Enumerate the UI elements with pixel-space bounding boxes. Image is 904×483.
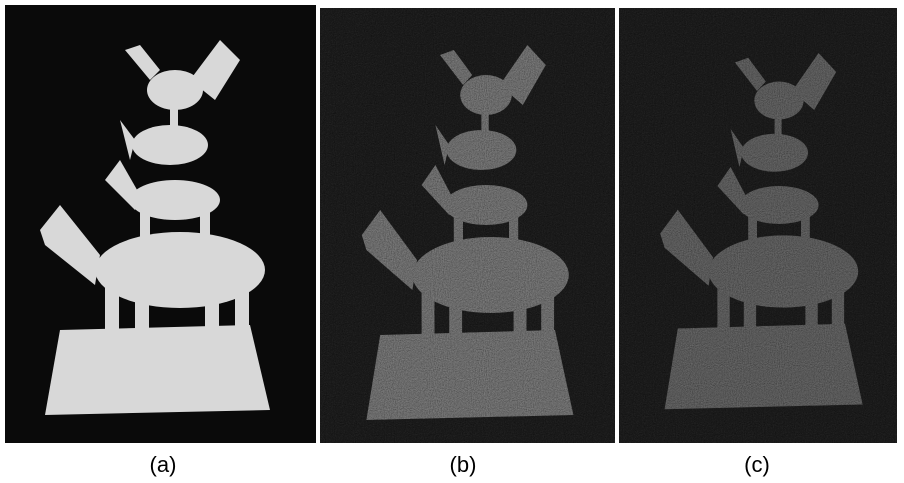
figure: (a) (b) (c) bbox=[0, 0, 904, 483]
panel-a-image bbox=[5, 5, 316, 443]
caption: (a) bbox=[150, 452, 177, 477]
caption: (c) bbox=[744, 452, 770, 477]
caption: (b) bbox=[450, 452, 477, 477]
panel-b-image bbox=[320, 8, 615, 443]
panel-c-image bbox=[619, 8, 897, 443]
